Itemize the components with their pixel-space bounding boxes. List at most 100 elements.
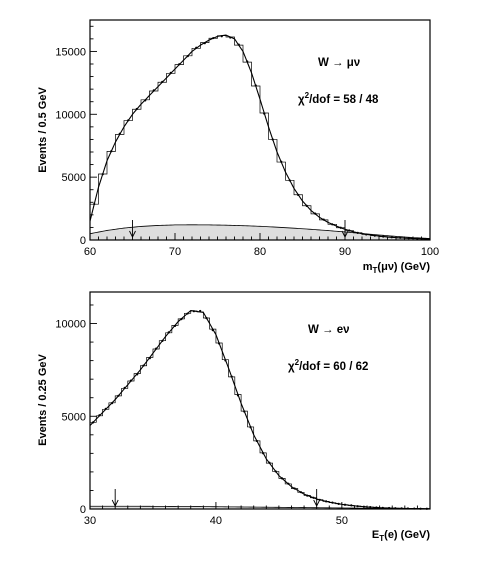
data-point-et [142,364,145,367]
data-point-mt [331,223,334,226]
ylabel-et: Events / 0.25 GeV [37,353,49,445]
x-tick-label-et: 50 [336,515,348,527]
process-label-mt: W → μν [318,57,360,69]
process-label-et: W → eν [308,324,350,336]
data-point-mt [237,43,240,46]
plot-area-mt: 60 70 80 90 100 0 5000 10000 15000 [55,25,439,258]
data-point-mt [178,63,181,66]
data-point-et [129,379,133,382]
data-point-et [331,501,334,504]
data-point-mt [169,71,172,74]
data-point-mt [365,233,368,236]
data-point-mt [348,229,351,232]
data-point-et [205,317,208,320]
x-tick-label-mt: 100 [421,246,439,258]
y-tick-label-et: 10000 [55,319,86,331]
data-point-et [325,500,328,503]
data-point-mt [93,202,96,206]
chi2-et-prefix: χ [288,361,295,373]
data-point-et [287,482,290,485]
x-tick-label-et: 30 [84,515,96,527]
data-point-et [224,359,227,362]
y-tick-label-mt: 5000 [62,172,86,184]
data-point-et [280,477,284,480]
data-point-mt [195,46,198,49]
xlabel-mt-sub: T [373,266,378,275]
data-point-et [274,470,277,473]
data-point-mt [203,42,206,45]
data-point-et [375,506,378,509]
data-point-mt [382,235,385,238]
data-point-mt [152,89,155,92]
data-point-et [262,452,265,455]
data-point-et [117,394,120,397]
data-point-et [123,386,126,389]
data-point-mt [101,173,104,176]
xlabel-et: ET(e) (GeV) [372,529,430,543]
chi2-mt-rest: /dof = 58 / 48 [309,94,379,106]
data-point-et [161,339,164,342]
fit-curve-et [89,309,431,510]
data-point-mt [161,80,164,83]
data-point-mt [297,193,300,197]
ylabel-mt: Events / 0.5 GeV [37,87,49,173]
frame-mt [89,19,431,241]
chi2-et-sup: 2 [295,358,300,367]
x-tick-label-mt: 70 [169,246,181,258]
histogram-et [90,310,430,510]
data-point-et [299,491,303,494]
data-point-et [199,309,202,313]
data-point-et [369,505,372,509]
data-point-et [110,402,114,405]
y-tick-label-mt: 15000 [55,46,86,58]
chi2-label-mt: χ2/dof = 58 / 48 [298,91,379,106]
x-tick-label-mt: 90 [339,246,351,258]
data-point-et [192,310,195,313]
data-point-mt [212,36,215,40]
data-point-mt [322,218,325,221]
data-point-et [255,439,258,443]
y-tick-label-mt: 0 [80,235,86,247]
histogram-mt [90,35,430,240]
data-point-et [148,357,151,360]
x-tick-label-mt: 80 [254,246,266,258]
xlabel-et-rest: (e) (GeV) [384,529,430,541]
data-point-mt [305,204,308,207]
chi2-label-et: χ2/dof = 60 / 62 [288,358,368,373]
data-point-mt [288,179,291,182]
data-point-mt [416,237,419,240]
data-point-mt [339,226,342,229]
data-point-et [155,347,158,350]
xlabel-mt-rest: (μν) (GeV) [377,261,430,273]
data-point-mt [271,138,274,141]
data-point-mt [110,150,113,153]
data-point-et [350,504,353,507]
data-point-et [306,494,309,497]
x-tick-label-mt: 60 [84,246,96,258]
frame-et [89,291,431,510]
cut-arrow-et [111,489,119,508]
data-point-mt [356,231,359,234]
data-point-mt [280,160,283,163]
data-point-et [217,342,221,345]
data-point-et [343,503,347,506]
data-point-mt [127,119,130,122]
chi2-mt-prefix: χ [298,94,305,106]
data-point-et [312,496,315,499]
data-point-et [136,373,139,376]
data-point-et [337,502,340,505]
data-point-et [268,461,271,464]
data-point-et [104,407,107,410]
data-point-mt [220,35,223,38]
data-point-mt [229,36,232,39]
panel-mt: 60 70 80 90 100 0 5000 10000 15000 Events / 0.5 … [37,19,439,275]
panel-et: 30 40 50 0 5000 10000 Events / 0.25 GeV ET(e)… [37,291,431,543]
chi2-et-rest: /dof = 60 / 62 [299,361,368,373]
data-point-mt [135,107,138,111]
data-point-et [249,426,252,429]
xlabel-et-main: E [372,529,379,541]
fit-curve-mt [89,34,431,240]
data-point-mt [186,55,189,58]
xlabel-et-sub: T [379,534,384,543]
